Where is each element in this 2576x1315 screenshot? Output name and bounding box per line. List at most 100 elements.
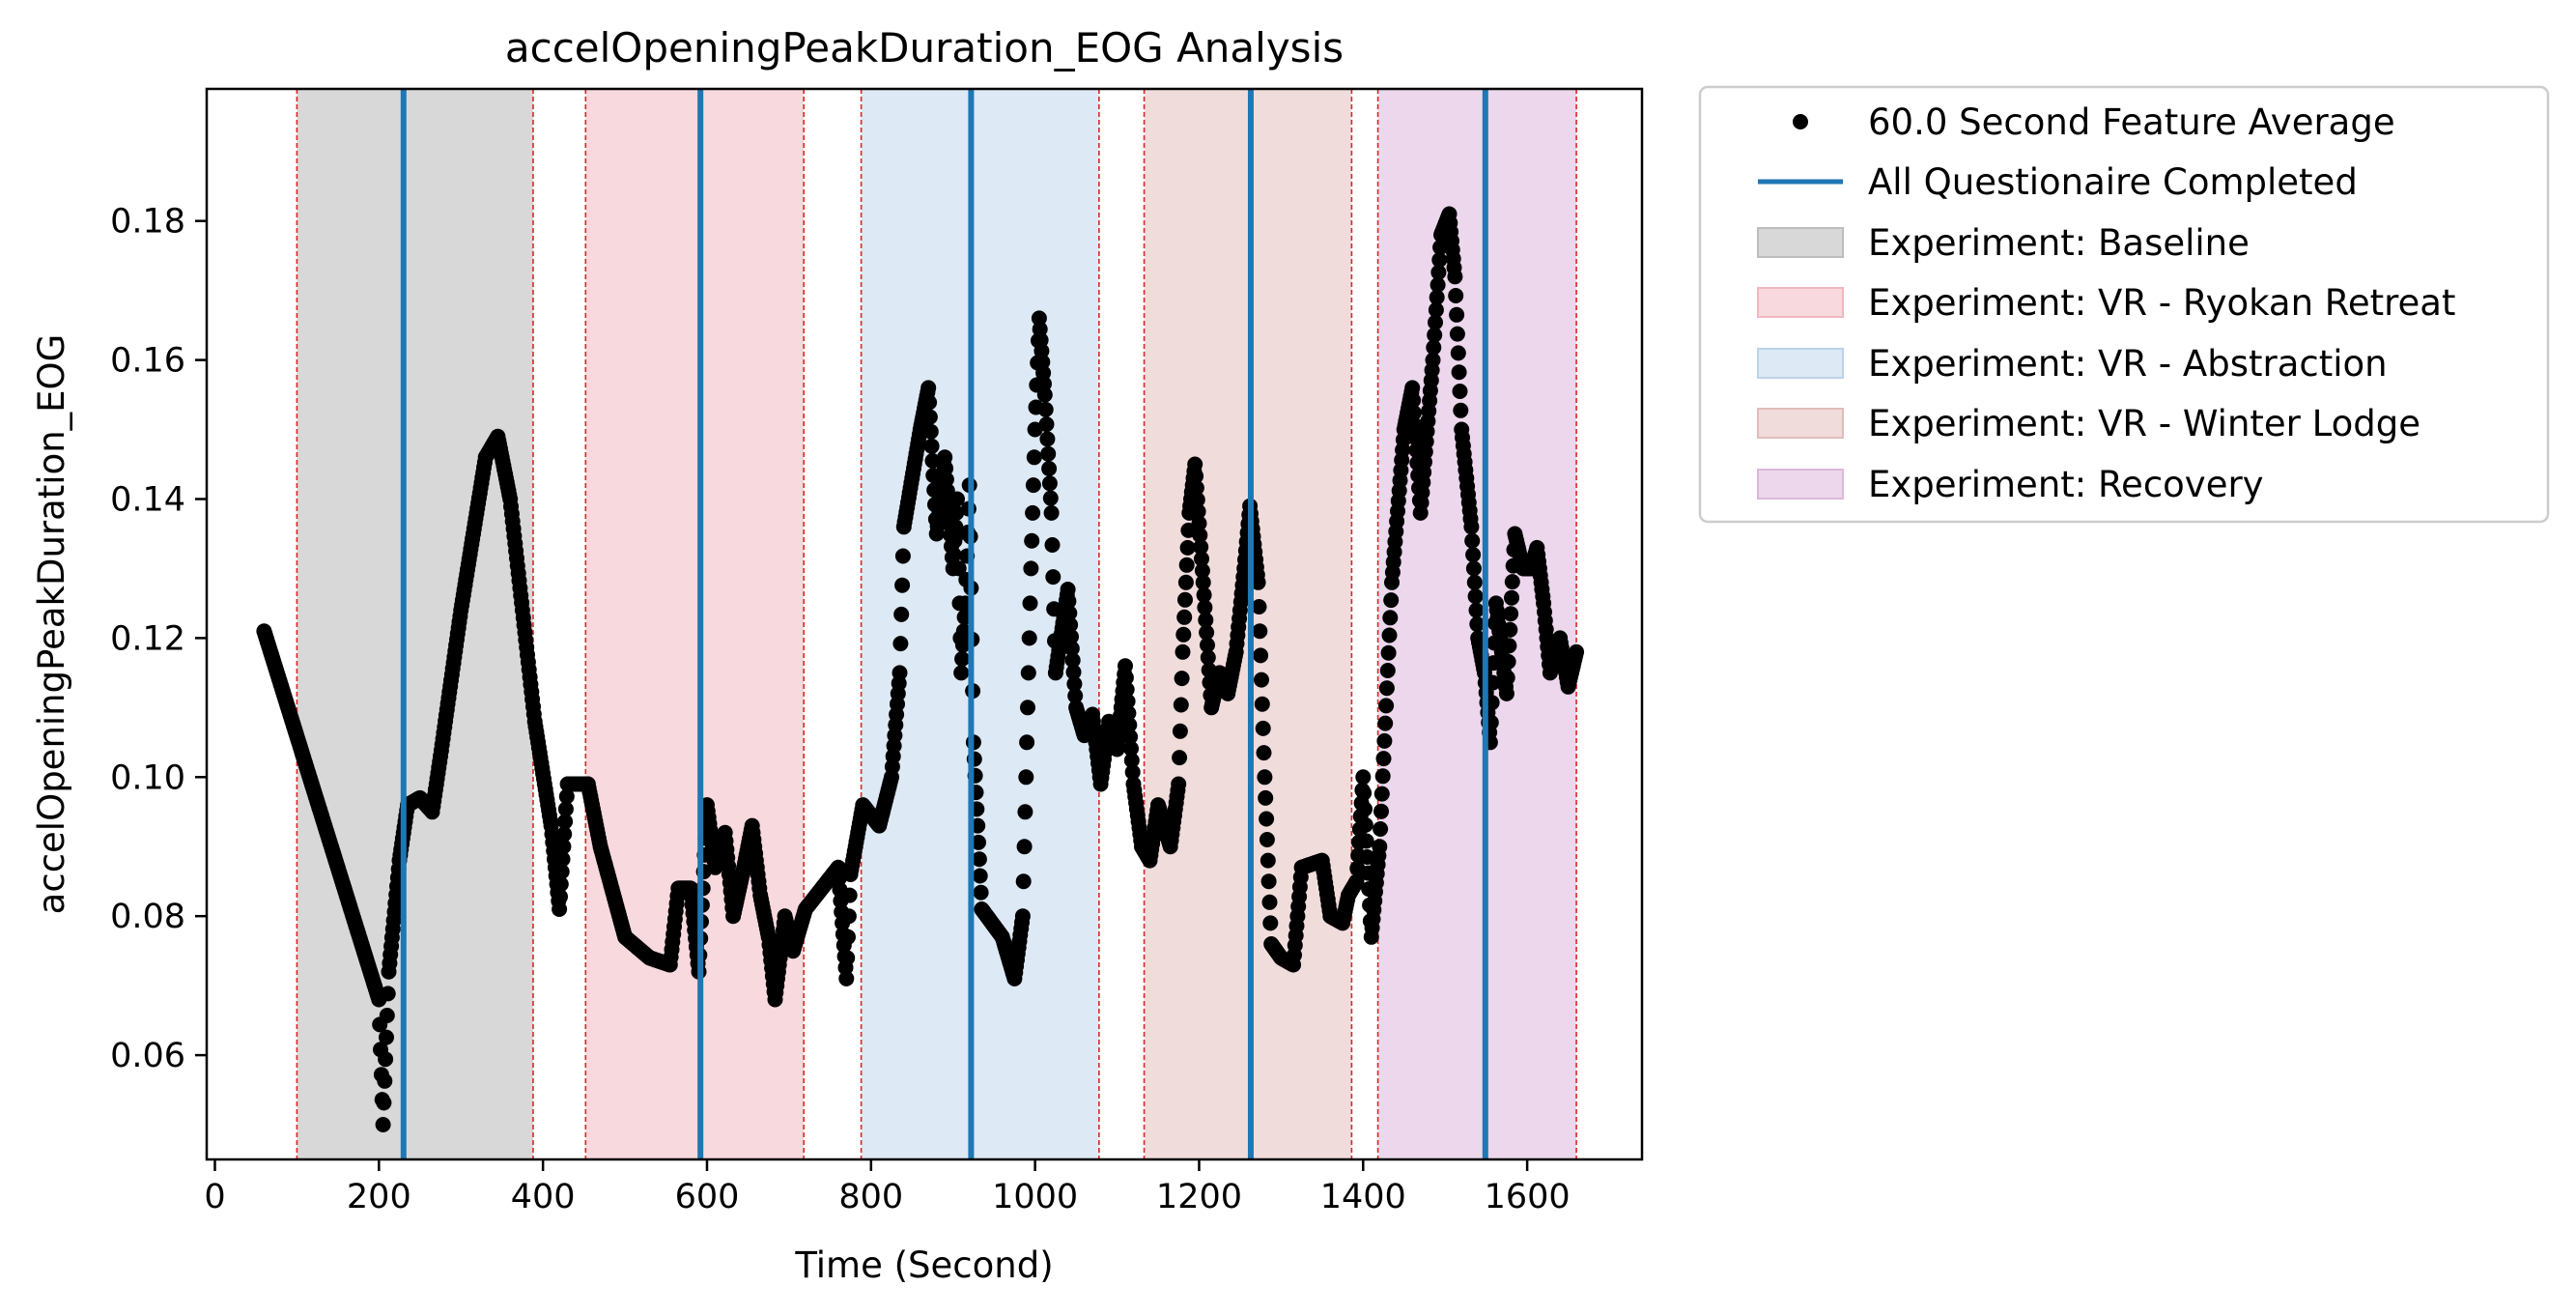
- data-point: [1039, 431, 1056, 447]
- data-point: [379, 1008, 395, 1023]
- data-point: [920, 380, 937, 396]
- data-point: [1019, 734, 1035, 751]
- data-point: [840, 908, 857, 925]
- data-point: [1373, 803, 1389, 819]
- data-point: [1033, 343, 1050, 359]
- data-point: [950, 560, 967, 577]
- data-point: [938, 460, 954, 476]
- data-point: [553, 864, 570, 880]
- data-point: [1425, 352, 1441, 368]
- data-point: [1259, 832, 1275, 847]
- data-point: [1062, 616, 1079, 633]
- data-point: [375, 1117, 391, 1132]
- legend-label-winter-lodge: Experiment: VR - Winter Lodge: [1868, 403, 2420, 444]
- data-point: [1060, 582, 1076, 597]
- data-point: [1450, 345, 1466, 361]
- data-point: [1199, 624, 1215, 641]
- data-point: [1449, 306, 1465, 323]
- data-point: [555, 839, 572, 855]
- data-point: [1359, 849, 1375, 865]
- data-point: [938, 472, 954, 488]
- data-point: [1062, 605, 1078, 621]
- x-axis-label: Time (Second): [794, 1244, 1053, 1286]
- phase-layer: [297, 89, 1577, 1159]
- data-point: [1463, 519, 1480, 535]
- data-point: [1378, 698, 1395, 714]
- data-point: [376, 1095, 392, 1111]
- data-point: [972, 868, 988, 884]
- data-point: [1025, 477, 1041, 494]
- x-tick-label: 1200: [1156, 1178, 1242, 1216]
- data-point: [839, 950, 856, 966]
- data-point: [1376, 732, 1393, 749]
- data-point: [1428, 301, 1444, 318]
- data-point: [1427, 327, 1443, 343]
- data-point: [1119, 693, 1136, 709]
- data-point: [1373, 786, 1390, 802]
- data-point: [923, 438, 940, 454]
- data-point: [557, 801, 574, 817]
- data-point: [1196, 586, 1212, 603]
- data-point: [1065, 664, 1082, 680]
- data-point: [1194, 551, 1209, 567]
- data-point: [1189, 492, 1205, 508]
- y-tick-label: 0.10: [110, 758, 185, 797]
- x-tick-label: 1000: [992, 1178, 1078, 1216]
- data-point: [1250, 574, 1266, 590]
- data-point: [1045, 569, 1062, 586]
- data-point: [1188, 468, 1204, 484]
- data-point: [1041, 475, 1058, 492]
- data-point: [1118, 670, 1134, 686]
- data-point: [1256, 745, 1272, 761]
- data-point: [554, 851, 571, 868]
- data-point: [1262, 915, 1279, 931]
- data-point: [1176, 609, 1193, 625]
- y-axis-ticks: 0.06 0.08 0.10 0.12 0.14 0.16 0.18: [110, 203, 207, 1075]
- data-point: [1260, 873, 1277, 890]
- legend-label-feature-average: 60.0 Second Feature Average: [1868, 101, 2395, 143]
- data-point: [1064, 652, 1081, 669]
- data-point: [1255, 720, 1271, 736]
- data-point: [1382, 610, 1399, 626]
- y-tick-label: 0.12: [110, 619, 185, 658]
- data-point: [552, 889, 568, 904]
- data-point: [1449, 326, 1465, 342]
- data-point: [1381, 627, 1398, 643]
- data-point: [841, 887, 858, 903]
- data-point: [1118, 658, 1133, 674]
- y-tick-label: 0.14: [110, 480, 185, 519]
- data-point: [557, 814, 574, 830]
- data-point: [1171, 776, 1187, 792]
- data-point: [1020, 665, 1036, 681]
- data-point: [1569, 643, 1585, 660]
- data-point: [1063, 629, 1079, 644]
- data-point: [1027, 421, 1043, 438]
- data-point: [1502, 621, 1518, 638]
- data-point: [1252, 623, 1268, 640]
- data-point: [1179, 539, 1196, 556]
- data-point: [1198, 612, 1214, 628]
- data-point: [1175, 626, 1192, 643]
- data-point: [921, 409, 938, 425]
- data-point: [892, 665, 908, 681]
- data-point: [1356, 785, 1373, 801]
- data-point: [1023, 560, 1039, 577]
- data-point: [1024, 532, 1040, 549]
- data-point: [953, 665, 970, 681]
- data-point: [946, 547, 962, 563]
- data-point: [1017, 804, 1033, 820]
- data-point: [1251, 599, 1267, 615]
- x-tick-label: 800: [838, 1178, 903, 1216]
- x-tick-label: 600: [675, 1178, 740, 1216]
- data-point: [1021, 630, 1037, 646]
- legend-label-baseline: Experiment: Baseline: [1868, 222, 2250, 264]
- data-point: [1187, 456, 1203, 472]
- data-point: [1465, 547, 1482, 563]
- legend-swatch-ryokan: [1757, 287, 1844, 318]
- legend-swatch-winter-lodge: [1757, 408, 1844, 439]
- data-point: [1020, 700, 1035, 716]
- data-point: [892, 636, 909, 652]
- data-point: [1016, 839, 1033, 855]
- data-point: [1448, 288, 1464, 303]
- data-point: [1036, 386, 1053, 403]
